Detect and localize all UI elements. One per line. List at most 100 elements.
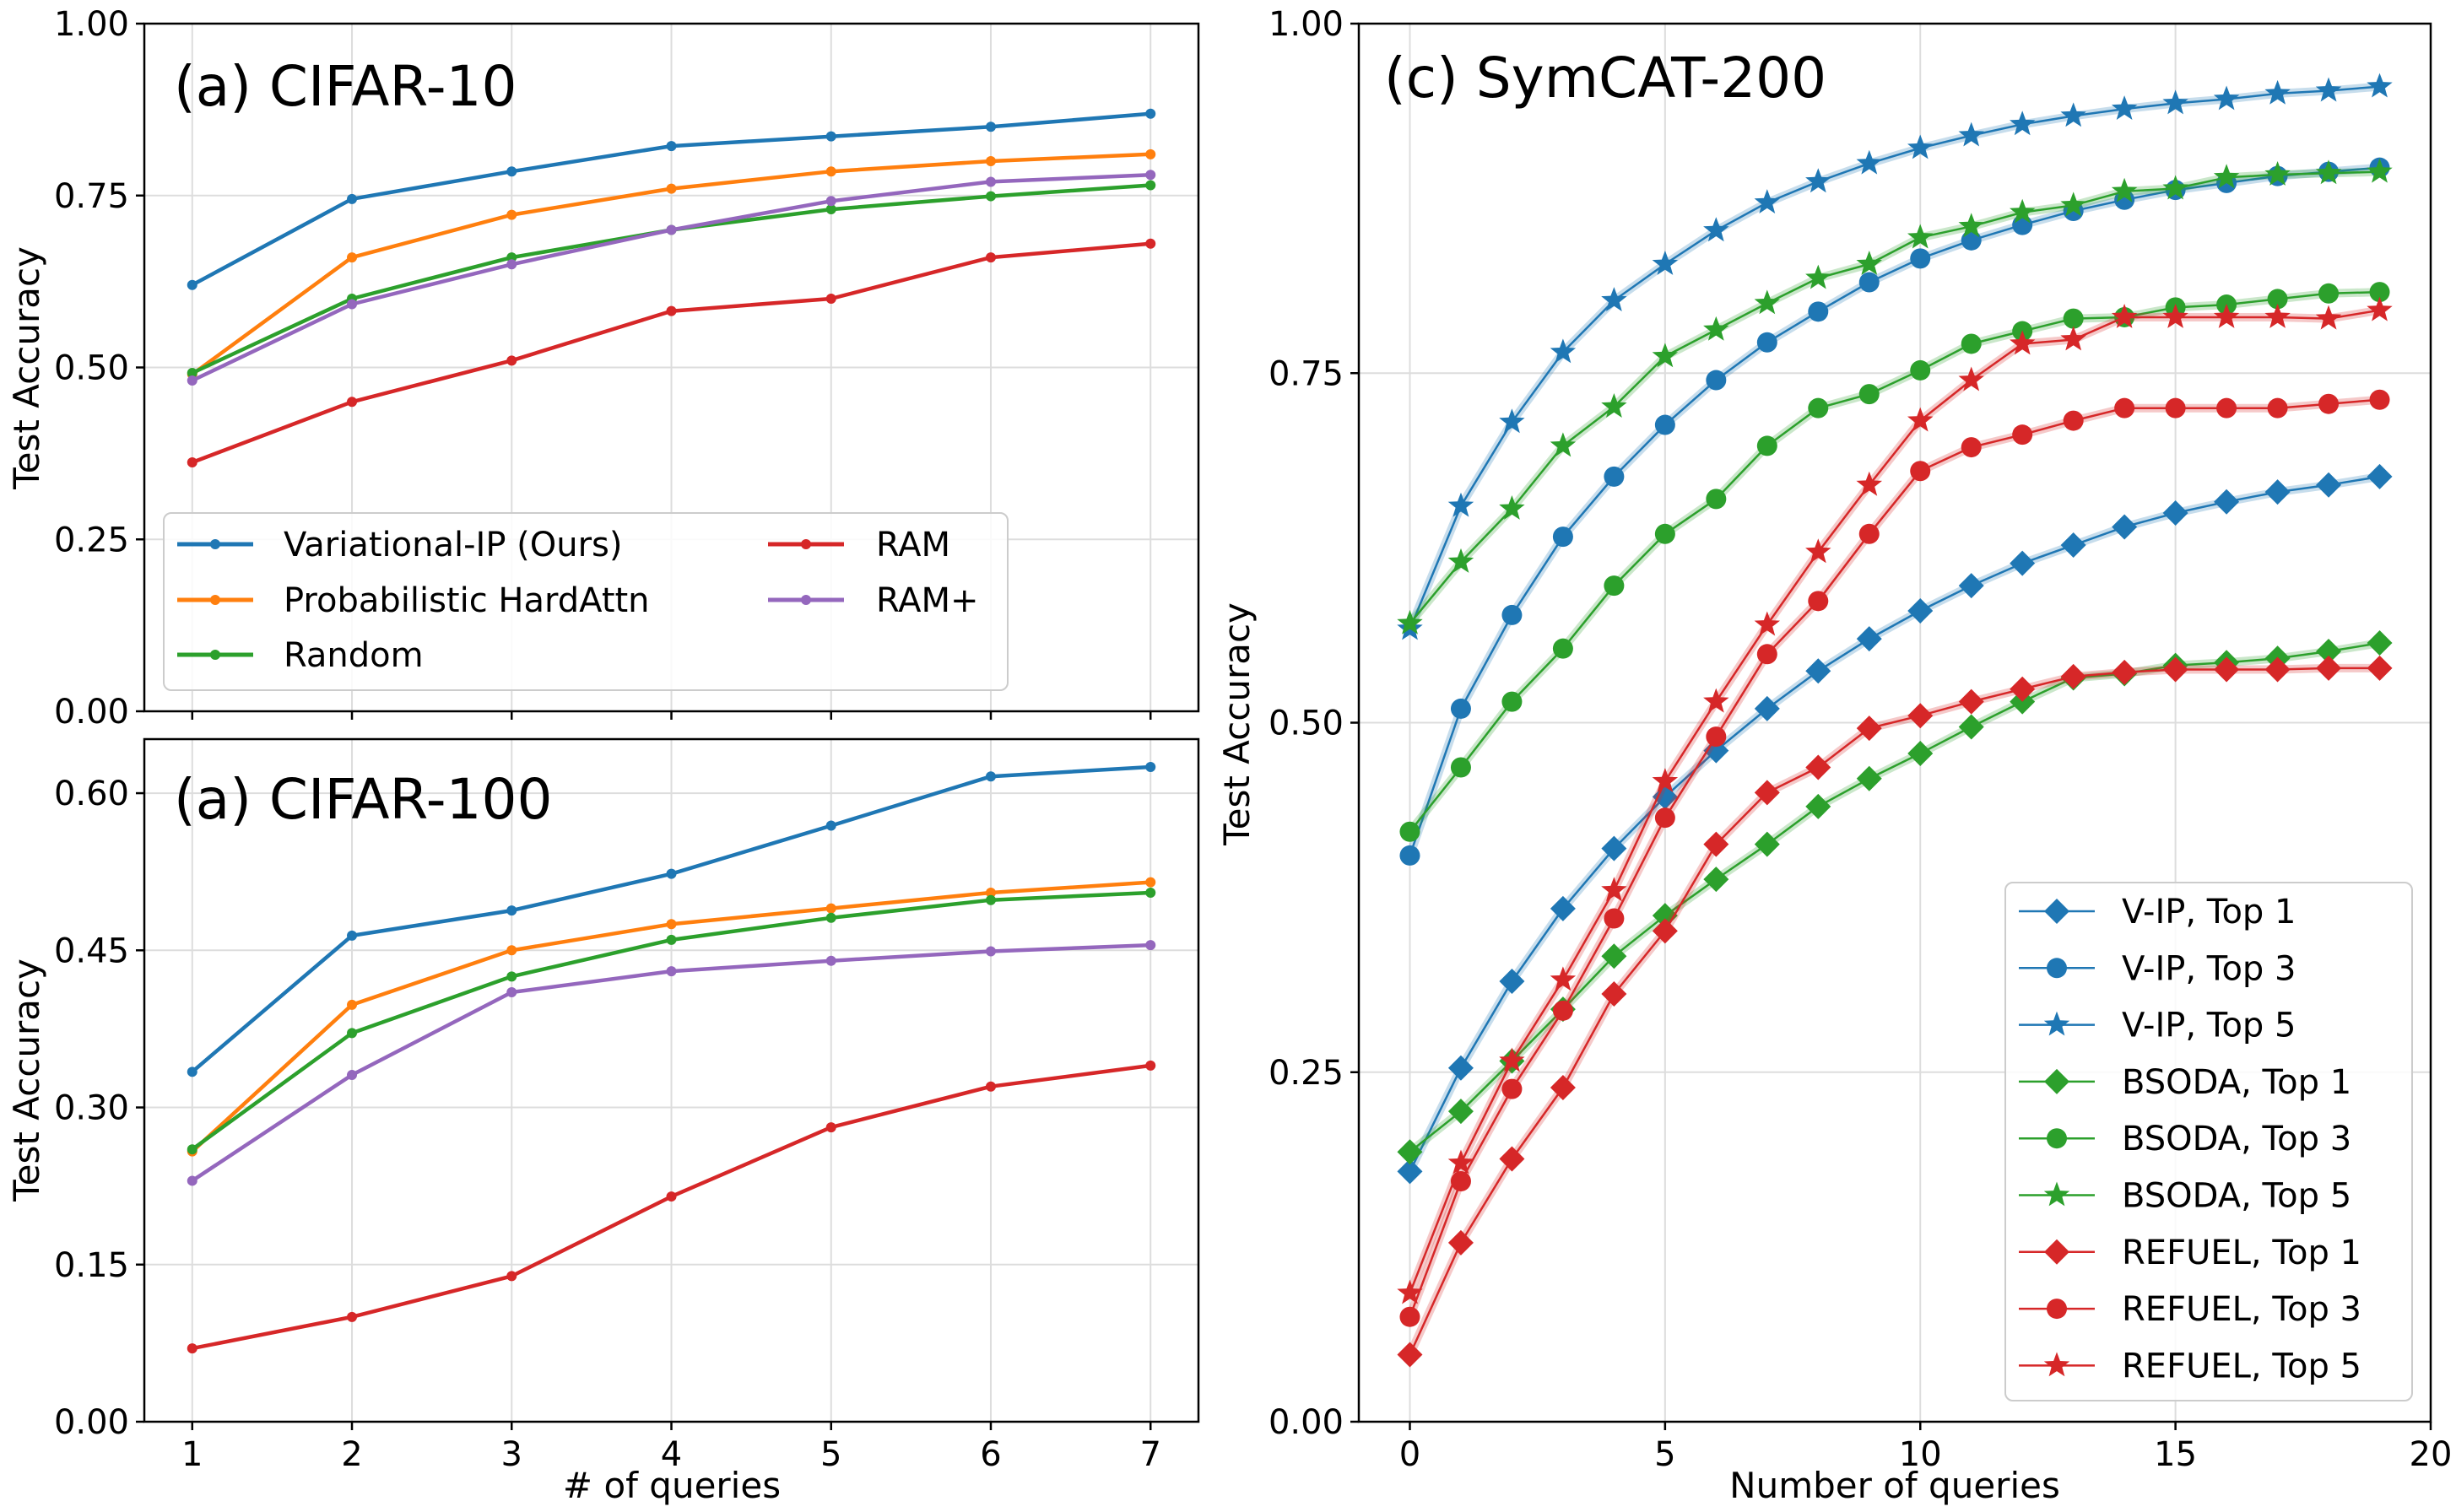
data-point: [1756, 435, 1777, 456]
data-point: [2060, 663, 2086, 689]
data-point: [1145, 148, 1156, 159]
legend-marker: [2044, 1068, 2069, 1094]
data-point: [1856, 471, 1882, 496]
data-point: [1652, 343, 1679, 368]
data-point: [1499, 408, 1525, 434]
data-point: [2316, 472, 2342, 498]
legend-label: V-IP, Top 1: [2122, 893, 2296, 932]
data-point: [187, 1175, 197, 1186]
data-point: [1145, 180, 1156, 191]
data-point: [1910, 461, 1931, 482]
data-point: [825, 903, 836, 914]
data-point: [506, 905, 517, 916]
series-refuel-top-3: [1399, 389, 2390, 1327]
data-point: [1907, 740, 1934, 766]
data-point: [1550, 895, 1576, 921]
legend-entry-refuel-top-3: REFUEL, Top 3: [2019, 1290, 2361, 1329]
series-variational-ip-ours: [187, 108, 1156, 290]
legend-marker: [2047, 1299, 2067, 1320]
x-tick-label: 7: [1140, 1435, 1161, 1474]
data-point: [1501, 604, 1523, 625]
legend-entry-v-ip-top-1: V-IP, Top 1: [2019, 893, 2296, 932]
data-point: [1703, 867, 1729, 893]
data-point: [1399, 1306, 1420, 1327]
data-point: [2267, 397, 2288, 418]
legend-marker: [2047, 1128, 2067, 1149]
y-tick-label: 0.30: [54, 1089, 129, 1128]
data-point: [2318, 283, 2340, 304]
series-refuel-top-5: [1397, 296, 2393, 1304]
data-point: [666, 868, 677, 879]
legend-label: BSODA, Top 5: [2122, 1177, 2351, 1216]
data-point: [1907, 134, 1934, 159]
data-point: [2111, 304, 2138, 328]
data-point: [506, 1271, 517, 1282]
data-point: [1604, 575, 1625, 597]
data-point: [187, 1144, 197, 1155]
data-point: [2213, 85, 2240, 111]
legend-marker: [2043, 1011, 2070, 1036]
data-point: [1552, 526, 1573, 548]
data-point: [825, 1122, 836, 1133]
x-tick-label: 3: [501, 1435, 522, 1474]
series-ram: [187, 238, 1156, 467]
data-point: [1552, 1000, 1573, 1021]
chart-title: (a) CIFAR-10: [174, 54, 517, 119]
data-point: [825, 820, 836, 831]
data-point: [666, 183, 677, 194]
data-point: [1754, 780, 1780, 806]
data-point: [985, 1081, 996, 1092]
data-point: [1856, 626, 1882, 652]
data-point: [1805, 168, 1831, 193]
data-point: [1805, 754, 1831, 780]
data-point: [1907, 597, 1934, 624]
data-point: [1550, 966, 1577, 991]
y-tick-label: 0.00: [54, 693, 129, 732]
data-point: [1397, 609, 1423, 634]
data-point: [666, 141, 677, 152]
series-bsoda-top-3: [1399, 282, 2390, 842]
x-tick-label: 5: [1654, 1435, 1675, 1474]
data-point: [2213, 164, 2240, 189]
x-tick-label: 15: [2154, 1435, 2197, 1474]
y-axis-label: Test Accuracy: [6, 958, 47, 1202]
data-point: [1550, 338, 1577, 364]
x-tick-label: 4: [661, 1435, 682, 1474]
data-point: [2369, 282, 2390, 303]
data-point: [347, 193, 358, 204]
data-point: [1856, 149, 1882, 175]
series-line: [1409, 170, 2380, 624]
data-point: [1601, 835, 1627, 861]
data-point: [2367, 655, 2393, 681]
x-tick-label: 1: [181, 1435, 203, 1474]
data-point: [2114, 397, 2135, 418]
data-point: [2369, 389, 2390, 410]
data-point: [825, 294, 836, 304]
series-line: [1409, 85, 2380, 629]
data-point: [2367, 296, 2393, 321]
legend-marker: [2044, 899, 2069, 924]
legend-entry-bsoda-top-5: BSODA, Top 5: [2019, 1177, 2351, 1216]
data-point: [2213, 304, 2240, 328]
data-point: [1499, 1146, 1525, 1172]
y-axis-label: Test Accuracy: [6, 246, 47, 490]
legend-label: REFUEL, Top 3: [2122, 1290, 2361, 1329]
legend-label: BSODA, Top 1: [2122, 1063, 2351, 1102]
data-point: [985, 946, 996, 957]
data-point: [1145, 1060, 1156, 1071]
data-point: [1754, 831, 1780, 857]
data-point: [2060, 326, 2086, 351]
x-axis-label: # of queries: [563, 1465, 781, 1506]
data-point: [1604, 466, 1625, 487]
series-line: [1409, 309, 2380, 1294]
legend-label: RAM+: [876, 581, 979, 620]
chart-symcat200: 0 5 10 15 20 0.00 0.25 0.50 0.75 1.00 (c) SymCAT-…: [1216, 5, 2452, 1506]
legend-entry-bsoda-top-3: BSODA, Top 3: [2019, 1120, 2351, 1158]
series-ram: [187, 940, 1156, 1186]
data-point: [1856, 251, 1882, 275]
data-point: [1397, 1279, 1423, 1304]
data-point: [1145, 170, 1156, 181]
data-point: [2316, 638, 2342, 664]
data-point: [2216, 397, 2237, 418]
